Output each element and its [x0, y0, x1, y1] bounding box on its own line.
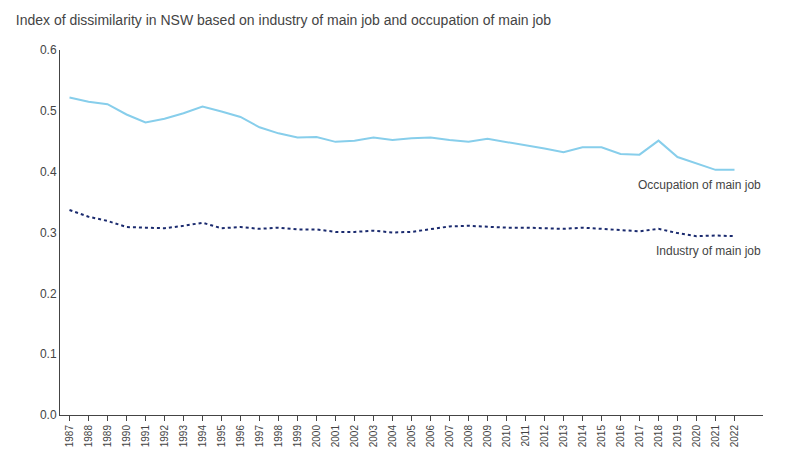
svg-text:0.1: 0.1: [40, 347, 57, 361]
svg-text:1989: 1989: [102, 425, 113, 448]
svg-text:Industry of main job: Industry of main job: [656, 244, 761, 258]
svg-text:2020: 2020: [691, 425, 702, 448]
svg-text:1995: 1995: [216, 425, 227, 448]
svg-text:2006: 2006: [425, 425, 436, 448]
svg-text:2000: 2000: [311, 425, 322, 448]
svg-text:2003: 2003: [368, 425, 379, 448]
svg-text:2013: 2013: [558, 425, 569, 448]
svg-text:1998: 1998: [273, 425, 284, 448]
svg-text:2001: 2001: [330, 425, 341, 448]
svg-text:2004: 2004: [387, 425, 398, 448]
svg-text:2009: 2009: [482, 425, 493, 448]
svg-text:2021: 2021: [710, 425, 721, 448]
svg-text:2010: 2010: [501, 425, 512, 448]
svg-text:2018: 2018: [653, 425, 664, 448]
svg-text:2015: 2015: [596, 425, 607, 448]
svg-text:2011: 2011: [520, 425, 531, 447]
svg-text:2022: 2022: [729, 425, 740, 448]
svg-text:1990: 1990: [121, 425, 132, 448]
svg-text:2019: 2019: [672, 425, 683, 448]
svg-text:2017: 2017: [634, 425, 645, 448]
svg-text:Index of dissimilarity in NSW: Index of dissimilarity in NSW based on i…: [16, 12, 552, 28]
svg-text:1996: 1996: [235, 425, 246, 448]
svg-text:0.2: 0.2: [40, 287, 57, 301]
svg-text:2012: 2012: [539, 425, 550, 448]
svg-text:2005: 2005: [406, 425, 417, 448]
svg-text:Occupation of main job: Occupation of main job: [638, 178, 761, 192]
svg-text:1991: 1991: [140, 425, 151, 448]
svg-text:1994: 1994: [197, 425, 208, 448]
svg-text:0.5: 0.5: [40, 104, 57, 118]
svg-text:2007: 2007: [444, 425, 455, 448]
svg-text:2014: 2014: [577, 425, 588, 448]
svg-text:2016: 2016: [615, 425, 626, 448]
svg-text:1999: 1999: [292, 425, 303, 448]
svg-text:2008: 2008: [463, 425, 474, 448]
svg-text:1997: 1997: [254, 425, 265, 448]
svg-text:1992: 1992: [159, 425, 170, 448]
svg-text:0.4: 0.4: [40, 165, 57, 179]
svg-text:1988: 1988: [83, 425, 94, 448]
svg-text:1987: 1987: [64, 425, 75, 448]
svg-text:0.6: 0.6: [40, 43, 57, 57]
svg-text:2002: 2002: [349, 425, 360, 448]
svg-text:0.3: 0.3: [40, 226, 57, 240]
svg-text:1993: 1993: [178, 425, 189, 448]
svg-text:0.0: 0.0: [40, 408, 57, 422]
